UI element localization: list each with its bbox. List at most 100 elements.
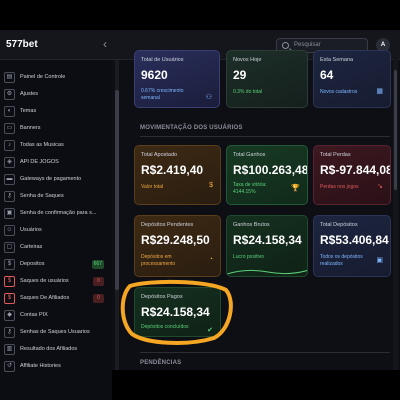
highlight-annotation bbox=[120, 279, 233, 345]
sidebar-item-saques-usuarios[interactable]: $ Saques de usuários 0 bbox=[4, 275, 110, 289]
card-value: R$29.248,50 bbox=[141, 233, 210, 247]
sidebar-item-affiliate-histories[interactable]: ↺ Affiliate Histories bbox=[4, 360, 110, 374]
sidebar-item-api-jogos[interactable]: ◈ API DE JOGOS bbox=[4, 156, 110, 170]
calendar-icon: ▦ bbox=[376, 88, 383, 95]
sidebar-item-musicas[interactable]: ♪ Todas as Musicas bbox=[4, 139, 110, 153]
sidebar-item-depositos[interactable]: $ Depositos 667 bbox=[4, 258, 110, 272]
sidebar-item-contas-pix[interactable]: ◆ Contas PIX bbox=[4, 309, 110, 323]
sidebar-item-usuarios[interactable]: ☺ Usuários bbox=[4, 224, 110, 238]
sidebar-item-label: Contas PIX bbox=[20, 312, 48, 318]
status-badge: 667 bbox=[91, 260, 104, 269]
clock-icon: ◔ bbox=[208, 256, 213, 263]
status-badge: 0 bbox=[93, 294, 104, 303]
music-icon: ♪ bbox=[4, 140, 15, 151]
sidebar-item-temas[interactable]: ◐ Temas bbox=[4, 105, 110, 119]
sidebar-item-ajustes[interactable]: ⚙ Ajustes bbox=[4, 88, 110, 102]
main-scrollbar[interactable] bbox=[393, 30, 398, 370]
withdraw-icon: $ bbox=[4, 293, 15, 304]
wallet-icon: ▢ bbox=[4, 242, 15, 253]
card-value: R$24.158,34 bbox=[233, 233, 302, 247]
brand-logo[interactable]: 577bet bbox=[6, 39, 38, 50]
divider bbox=[140, 136, 390, 137]
card-title: Total Perdas bbox=[320, 152, 351, 158]
card-subtitle: Depósitos concluídos bbox=[141, 324, 189, 330]
card-icon: ▬ bbox=[4, 174, 15, 185]
sidebar-item-label: Gateways de pagamento bbox=[20, 176, 82, 182]
sidebar-item-senha-confirmacao[interactable]: ▣ Senha de confirmação para s... bbox=[4, 207, 110, 221]
card-title: Total Depósitos bbox=[320, 222, 358, 228]
results-icon: ▥ bbox=[4, 344, 15, 355]
sparkline bbox=[227, 269, 307, 275]
key-icon: ⚷ bbox=[4, 191, 15, 202]
trophy-icon: 🏆 bbox=[291, 185, 300, 192]
card-subtitle: Perdas nos jogos bbox=[320, 184, 359, 190]
sidebar-item-banners[interactable]: ▭ Banners bbox=[4, 122, 110, 136]
sidebar-item-painel[interactable]: ▤ Painel de Controle bbox=[4, 71, 110, 85]
card-depositos-pagos: Depósitos Pagos R$24.158,34 Depósitos co… bbox=[134, 287, 221, 337]
card-total-depositos: Total Depósitos R$53.406,84 Todos os dep… bbox=[313, 215, 391, 277]
sidebar-item-label: Painel de Controle bbox=[20, 74, 66, 80]
collapse-sidebar-icon[interactable]: ‹ bbox=[103, 37, 107, 51]
sidebar-item-senha-saques[interactable]: ⚷ Senha de Saques bbox=[4, 190, 110, 204]
avatar[interactable]: A bbox=[376, 38, 390, 52]
card-subtitle: Depósitos em processamento bbox=[141, 254, 176, 267]
card-title: Ganhos Brutos bbox=[233, 222, 270, 228]
sidebar-scroll-thumb[interactable] bbox=[115, 90, 119, 290]
card-title: Depósitos Pendentes bbox=[141, 222, 194, 228]
search-input[interactable]: Pesquisar bbox=[276, 38, 368, 53]
palette-icon: ◐ bbox=[4, 106, 15, 117]
card-value: R$2.419,40 bbox=[141, 163, 204, 177]
card-subtitle: 0.67% crescimento semanal bbox=[141, 88, 184, 101]
card-esta-semana: Esta Semana 64 Novos cadastros ▦ bbox=[313, 50, 391, 108]
sidebar-item-label: Temas bbox=[20, 108, 37, 114]
status-badge: 0 bbox=[93, 277, 104, 286]
sidebar-item-label: Senhas de Saques Usuarios bbox=[20, 329, 90, 335]
section-title-pendencias: PENDÊNCIAS bbox=[140, 360, 182, 366]
sidebar-item-label: Saques de usuários bbox=[20, 278, 69, 284]
card-subtitle: Novos cadastros bbox=[320, 89, 358, 95]
card-title: Total de Usuários bbox=[141, 57, 184, 63]
sidebar-item-label: Banners bbox=[20, 125, 41, 131]
dollar-icon: $ bbox=[209, 182, 213, 189]
card-title: Total Apostado bbox=[141, 152, 178, 158]
card-value: R$24.158,34 bbox=[141, 305, 210, 319]
sidebar-scrollbar[interactable] bbox=[115, 60, 119, 370]
gamepad-icon: ◈ bbox=[4, 157, 15, 168]
card-total-perdas: Total Perdas R$-97.844,08 Perdas nos jog… bbox=[313, 145, 391, 205]
card-title: Depósitos Pagos bbox=[141, 294, 183, 300]
sidebar-item-label: Affiliate Histories bbox=[20, 363, 61, 369]
card-title: Total Ganhos bbox=[233, 152, 266, 158]
card-subtitle: Lucro positivo bbox=[233, 254, 264, 260]
sidebar-item-saques-afiliados[interactable]: $ Saques De Afiliados 0 bbox=[4, 292, 110, 306]
card-novos-hoje: Novos Hoje 29 0.3% do total bbox=[226, 50, 308, 108]
sidebar: ▤ Painel de Controle ⚙ Ajustes ◐ Temas ▭… bbox=[0, 60, 112, 400]
card-ganhos-brutos: Ganhos Brutos R$24.158,34 Lucro positivo bbox=[226, 215, 308, 277]
check-icon: ✔ bbox=[207, 327, 213, 334]
card-subtitle: 0.3% do total bbox=[233, 89, 263, 95]
search-placeholder: Pesquisar bbox=[294, 42, 321, 48]
card-value: 64 bbox=[320, 68, 334, 82]
trend-down-icon: ↘ bbox=[377, 183, 383, 190]
card-value: R$53.406,84 bbox=[320, 233, 389, 247]
history-icon: ↺ bbox=[4, 361, 15, 372]
lock-icon: ▣ bbox=[4, 208, 15, 219]
card-value: R$100.263,48 bbox=[233, 163, 308, 177]
sidebar-item-resultado-afiliados[interactable]: ▥ Resultado dos Afiliados bbox=[4, 343, 110, 357]
sidebar-item-senhas-saques-usuarios[interactable]: ⚷ Senhas de Saques Usuarios bbox=[4, 326, 110, 340]
withdraw-icon: $ bbox=[4, 276, 15, 287]
card-total-ganhos: Total Ganhos R$100.263,48 Taxa de vitóri… bbox=[226, 145, 308, 205]
card-subtitle: Valor total bbox=[141, 184, 164, 190]
sidebar-item-label: Saques De Afiliados bbox=[20, 295, 70, 301]
sidebar-item-label: Senha de confirmação para s... bbox=[20, 210, 97, 216]
sidebar-item-gateways[interactable]: ▬ Gateways de pagamento bbox=[4, 173, 110, 187]
gear-icon: ⚙ bbox=[4, 89, 15, 100]
image-icon: ▭ bbox=[4, 123, 15, 134]
card-total-apostado: Total Apostado R$2.419,40 Valor total $ bbox=[134, 145, 221, 205]
main-scroll-thumb[interactable] bbox=[394, 70, 397, 190]
sidebar-item-carteiras[interactable]: ▢ Carteiras bbox=[4, 241, 110, 255]
card-value: R$-97.844,08 bbox=[320, 163, 391, 177]
card-value: 9620 bbox=[141, 68, 168, 82]
card-subtitle: Todos os depósitos realizados bbox=[320, 254, 363, 267]
card-title: Esta Semana bbox=[320, 57, 354, 63]
user-plus-icon: ⚇ bbox=[205, 94, 212, 101]
